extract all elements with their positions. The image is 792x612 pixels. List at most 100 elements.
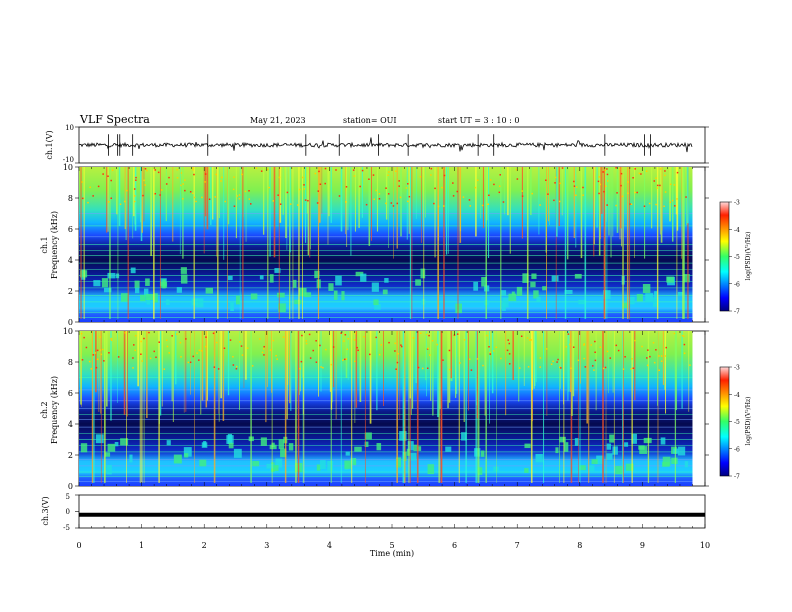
hf-speckle xyxy=(289,203,292,205)
hf-speckle xyxy=(526,337,529,339)
hf-speckle xyxy=(324,167,327,170)
hf-speckle xyxy=(641,345,643,348)
hf-speckle xyxy=(385,187,387,189)
hf-speckle xyxy=(554,176,557,179)
hf-speckle xyxy=(102,173,104,175)
hf-speckle xyxy=(392,205,395,207)
hf-speckle xyxy=(599,346,602,348)
hf-speckle xyxy=(81,181,83,183)
hf-speckle xyxy=(602,367,605,370)
hf-speckle xyxy=(606,168,608,170)
hf-speckle xyxy=(87,201,89,204)
hf-speckle xyxy=(495,346,498,349)
emission-patch xyxy=(615,465,623,475)
hf-speckle xyxy=(215,173,217,176)
hf-speckle xyxy=(603,190,605,193)
emission-patch xyxy=(271,465,279,471)
emission-patch xyxy=(230,302,234,312)
hf-speckle xyxy=(488,194,490,197)
emission-patch xyxy=(578,465,586,471)
emission-patch xyxy=(574,273,582,279)
hf-speckle xyxy=(456,333,459,335)
hf-speckle xyxy=(142,194,144,197)
hf-speckle xyxy=(110,337,112,340)
hf-speckle xyxy=(353,175,356,177)
hf-speckle xyxy=(489,351,491,354)
hf-speckle xyxy=(80,332,83,335)
hf-speckle xyxy=(96,349,99,352)
hf-speckle xyxy=(176,177,179,179)
emission-patch xyxy=(578,299,585,305)
hf-speckle xyxy=(452,195,455,197)
hf-speckle xyxy=(144,184,146,186)
date-label: May 21, 2023 xyxy=(250,116,306,125)
hf-speckle xyxy=(239,341,241,343)
hf-speckle xyxy=(493,183,495,186)
hf-speckle xyxy=(481,204,484,207)
hf-speckle xyxy=(620,184,622,187)
hf-speckle xyxy=(394,342,396,345)
hf-speckle xyxy=(398,180,400,182)
hf-speckle xyxy=(583,344,585,346)
emission-patch xyxy=(502,297,509,308)
emission-patch xyxy=(173,454,182,464)
hf-speckle xyxy=(335,169,337,171)
emission-patch xyxy=(524,468,529,473)
hf-speckle xyxy=(214,196,216,198)
hf-speckle xyxy=(638,172,641,175)
freq-tick-label: 2 xyxy=(68,451,73,460)
hf-speckle xyxy=(634,191,637,194)
hf-speckle xyxy=(636,191,638,194)
hf-speckle xyxy=(550,363,553,365)
hf-speckle xyxy=(100,353,103,356)
hf-speckle xyxy=(399,196,402,199)
hf-speckle xyxy=(140,340,142,343)
ch1-spectrogram-panel: 0 2 4 6 8 10 ch.1 Frequency (kHz) xyxy=(40,163,709,327)
emission-patch xyxy=(662,456,671,466)
hf-speckle xyxy=(430,167,433,170)
emission-patch xyxy=(134,280,140,289)
hf-speckle xyxy=(431,339,434,342)
freq-tick-label: 2 xyxy=(68,287,73,296)
emission-patch xyxy=(274,268,281,273)
freq-tick-label: 4 xyxy=(68,420,73,429)
hf-speckle xyxy=(134,349,136,352)
hf-speckle xyxy=(673,184,676,186)
emission-patch xyxy=(199,459,207,467)
hf-speckle xyxy=(653,361,656,364)
hf-speckle xyxy=(577,359,580,362)
colorbar-tick-label: -4 xyxy=(734,227,740,234)
emission-patch xyxy=(461,432,467,441)
hf-speckle xyxy=(308,333,311,336)
time-tick-label: 2 xyxy=(202,541,207,550)
emission-patch xyxy=(622,302,629,309)
hf-speckle xyxy=(221,176,223,179)
emission-patch xyxy=(625,463,634,471)
emission-patch xyxy=(140,294,146,302)
hf-speckle xyxy=(406,200,409,203)
hf-speckle xyxy=(184,189,186,192)
hf-speckle xyxy=(443,205,445,207)
hf-speckle xyxy=(322,366,324,369)
emission-patch xyxy=(395,457,402,468)
colorbar-tick-label: -7 xyxy=(734,309,740,316)
emission-patch xyxy=(624,442,629,447)
hf-speckle xyxy=(282,336,285,338)
hf-speckle xyxy=(500,357,502,360)
time-tick-label: 9 xyxy=(640,541,645,550)
emission-patch xyxy=(609,434,615,443)
emission-patch xyxy=(677,446,686,456)
hf-speckle xyxy=(133,188,136,190)
emission-patch xyxy=(327,460,334,471)
hf-speckle xyxy=(182,198,184,200)
freq-tick-label: 10 xyxy=(63,163,73,172)
hf-speckle xyxy=(602,171,604,173)
emission-patch xyxy=(180,274,188,284)
hf-speckle xyxy=(646,364,649,367)
hf-speckle xyxy=(268,186,270,189)
emission-patch xyxy=(480,450,485,457)
hf-speckle xyxy=(301,176,304,179)
hf-speckle xyxy=(380,344,382,346)
emission-patch xyxy=(344,460,351,469)
emission-patch xyxy=(93,280,101,287)
